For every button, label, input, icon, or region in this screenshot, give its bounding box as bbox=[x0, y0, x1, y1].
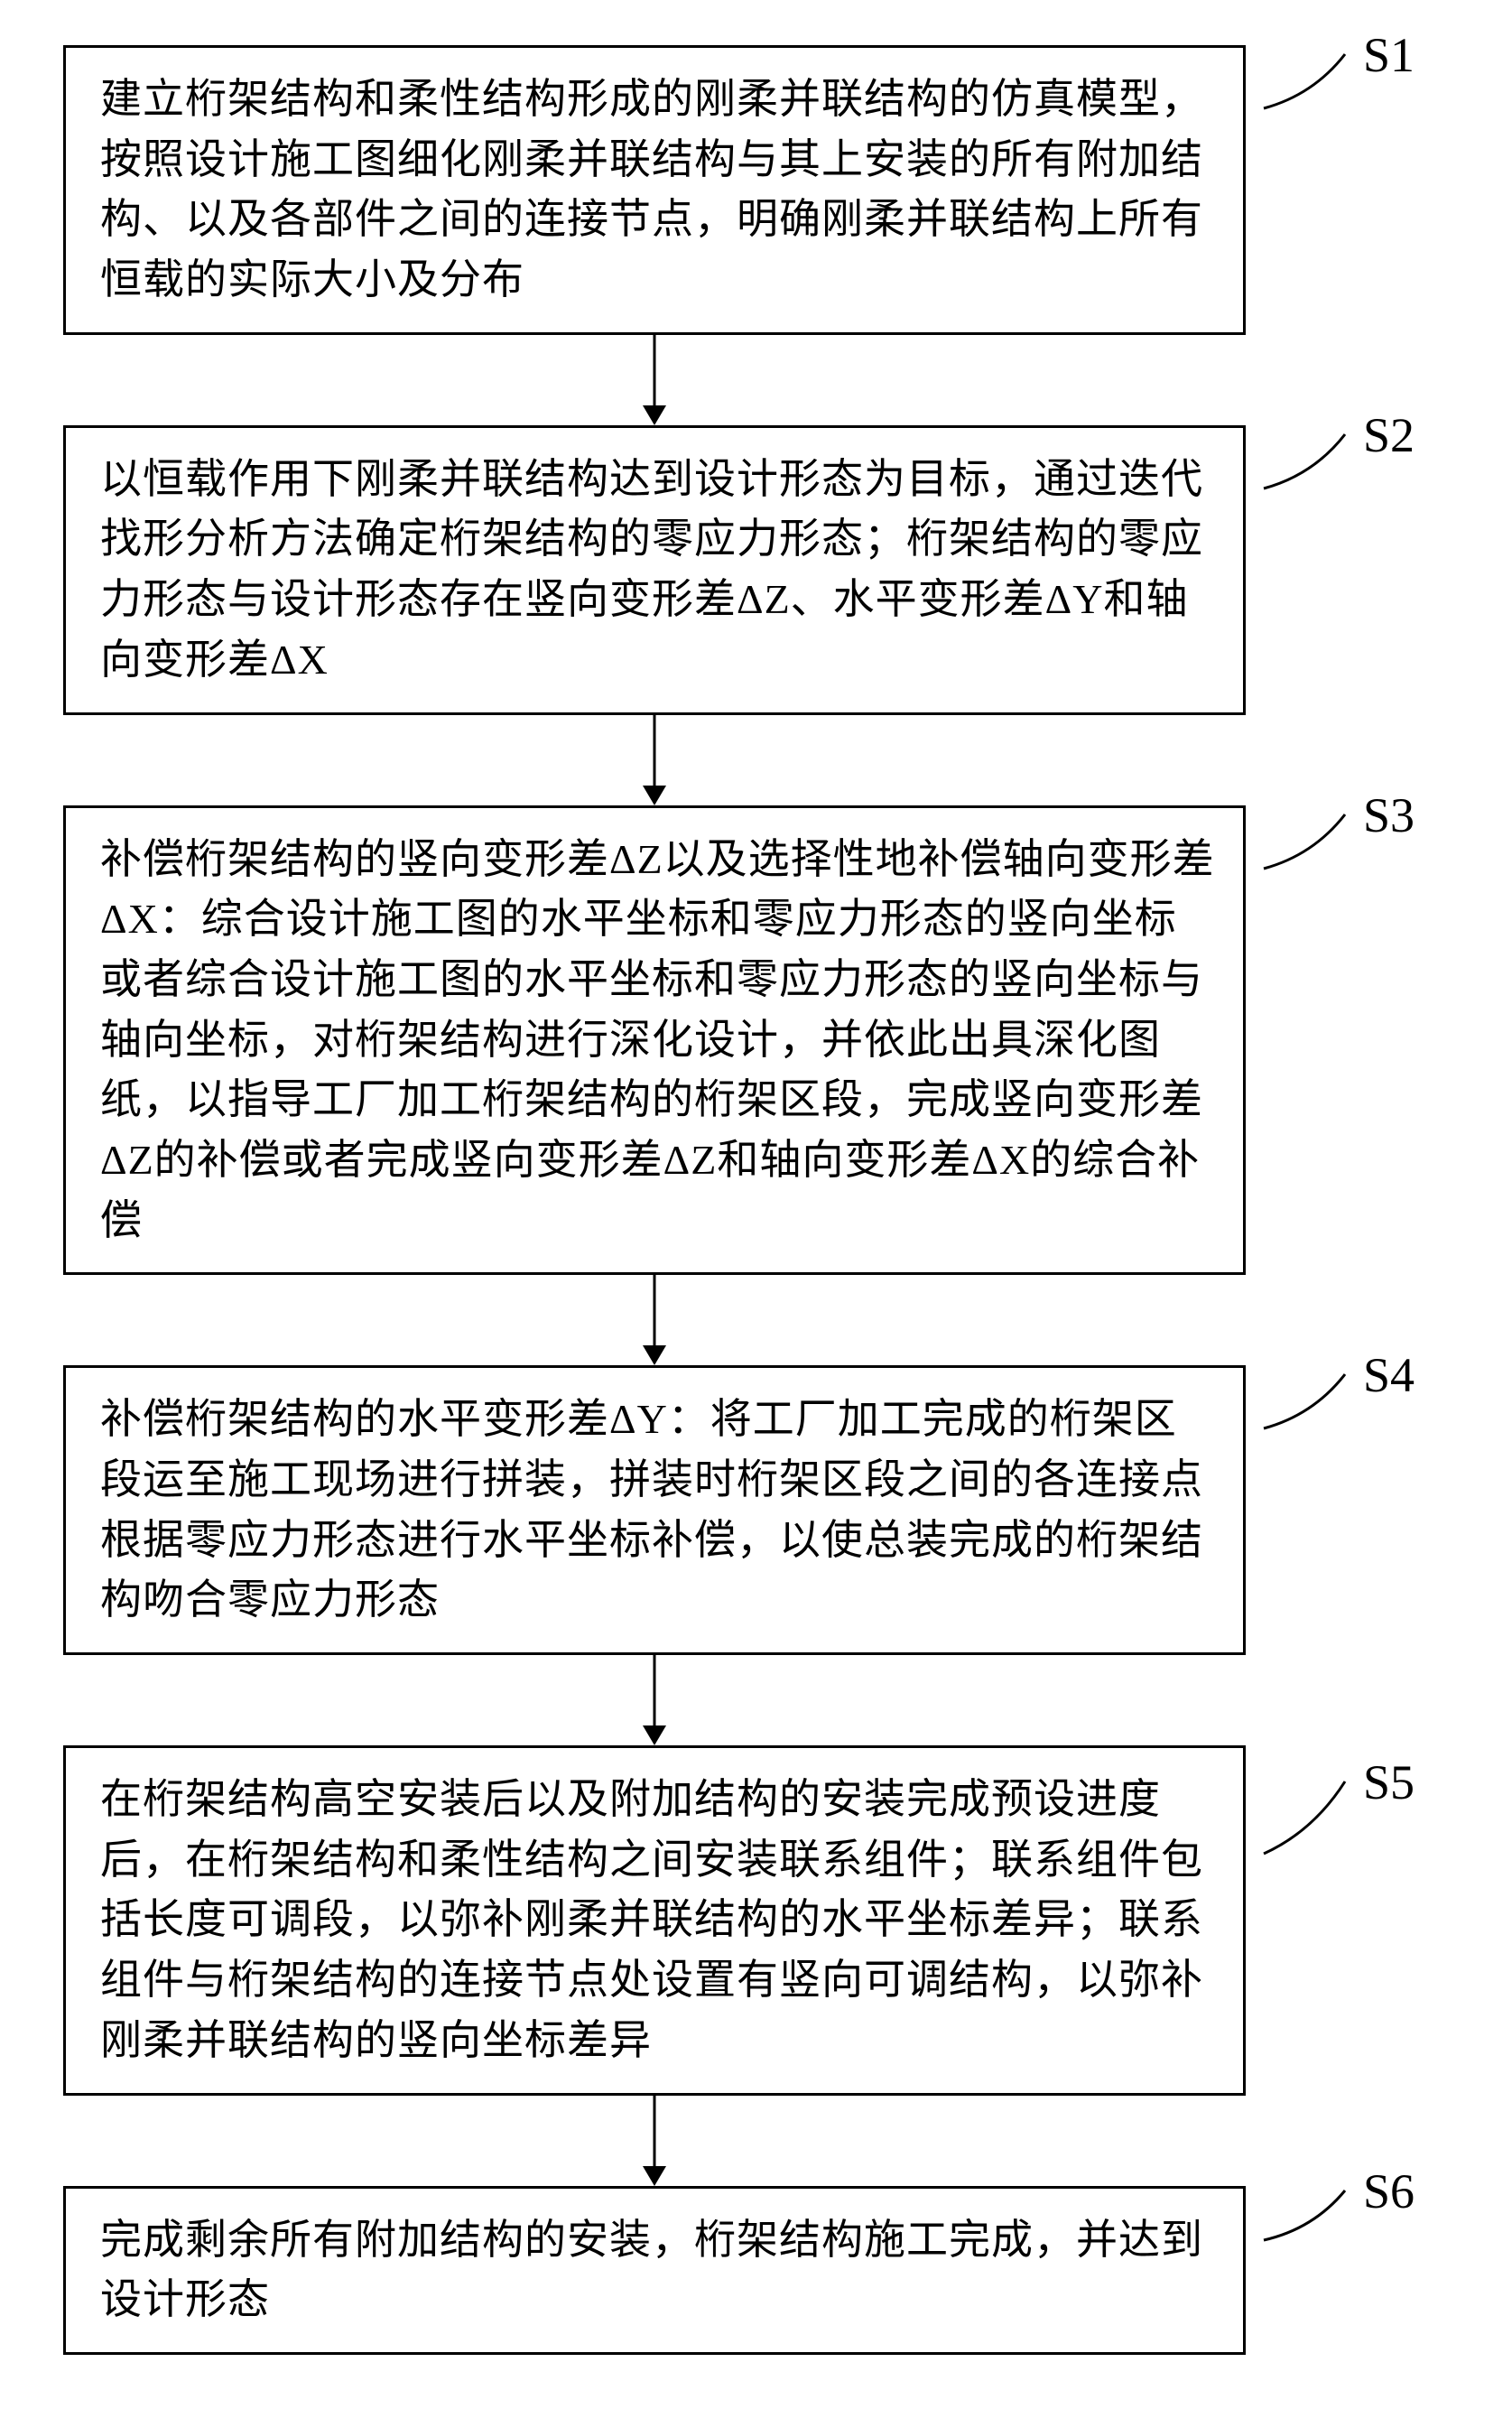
arrow-after-S3 bbox=[63, 1275, 1246, 1365]
step-row-S3: 补偿桁架结构的竖向变形差ΔZ以及选择性地补偿轴向变形差ΔX：综合设计施工图的水平… bbox=[0, 805, 1512, 1276]
step-box-S3: 补偿桁架结构的竖向变形差ΔZ以及选择性地补偿轴向变形差ΔX：综合设计施工图的水平… bbox=[63, 805, 1246, 1276]
leader-line bbox=[1246, 45, 1354, 117]
arrow-after-S5 bbox=[63, 2096, 1246, 2186]
step-label-S2: S2 bbox=[1363, 407, 1415, 463]
step-box-S4: 补偿桁架结构的水平变形差ΔY：将工厂加工完成的桁架区段运至施工现场进行拼装，拼装… bbox=[63, 1365, 1246, 1655]
flow-arrow bbox=[627, 1275, 682, 1365]
arrow-after-S1 bbox=[63, 335, 1246, 425]
step-box-S1: 建立桁架结构和柔性结构形成的刚柔并联结构的仿真模型，按照设计施工图细化刚柔并联结… bbox=[63, 45, 1246, 335]
flowchart-container: 建立桁架结构和柔性结构形成的刚柔并联结构的仿真模型，按照设计施工图细化刚柔并联结… bbox=[0, 0, 1512, 2409]
flow-arrow bbox=[627, 1655, 682, 1745]
leader-line bbox=[1246, 1365, 1354, 1437]
step-label-S3: S3 bbox=[1363, 787, 1415, 843]
flow-arrow bbox=[627, 335, 682, 425]
arrow-after-S2 bbox=[63, 715, 1246, 805]
step-row-S1: 建立桁架结构和柔性结构形成的刚柔并联结构的仿真模型，按照设计施工图细化刚柔并联结… bbox=[0, 45, 1512, 335]
arrow-after-S4 bbox=[63, 1655, 1246, 1745]
flow-arrow bbox=[627, 715, 682, 805]
step-row-S5: 在桁架结构高空安装后以及附加结构的安装完成预设进度后，在桁架结构和柔性结构之间安… bbox=[0, 1745, 1512, 2095]
step-box-S5: 在桁架结构高空安装后以及附加结构的安装完成预设进度后，在桁架结构和柔性结构之间安… bbox=[63, 1745, 1246, 2095]
step-label-S5: S5 bbox=[1363, 1754, 1415, 1810]
step-box-S2: 以恒载作用下刚柔并联结构达到设计形态为目标，通过迭代找形分析方法确定桁架结构的零… bbox=[63, 425, 1246, 715]
flow-arrow bbox=[627, 2096, 682, 2186]
step-label-S1: S1 bbox=[1363, 27, 1415, 83]
leader-line bbox=[1246, 425, 1354, 498]
step-row-S4: 补偿桁架结构的水平变形差ΔY：将工厂加工完成的桁架区段运至施工现场进行拼装，拼装… bbox=[0, 1365, 1512, 1655]
step-box-S6: 完成剩余所有附加结构的安装，桁架结构施工完成，并达到设计形态 bbox=[63, 2186, 1246, 2355]
step-label-S6: S6 bbox=[1363, 2163, 1415, 2219]
step-label-S4: S4 bbox=[1363, 1347, 1415, 1403]
leader-line bbox=[1246, 805, 1354, 878]
leader-line bbox=[1246, 1745, 1354, 1863]
step-row-S6: 完成剩余所有附加结构的安装，桁架结构施工完成，并达到设计形态S6 bbox=[0, 2186, 1512, 2355]
step-row-S2: 以恒载作用下刚柔并联结构达到设计形态为目标，通过迭代找形分析方法确定桁架结构的零… bbox=[0, 425, 1512, 715]
leader-line bbox=[1246, 2186, 1354, 2249]
